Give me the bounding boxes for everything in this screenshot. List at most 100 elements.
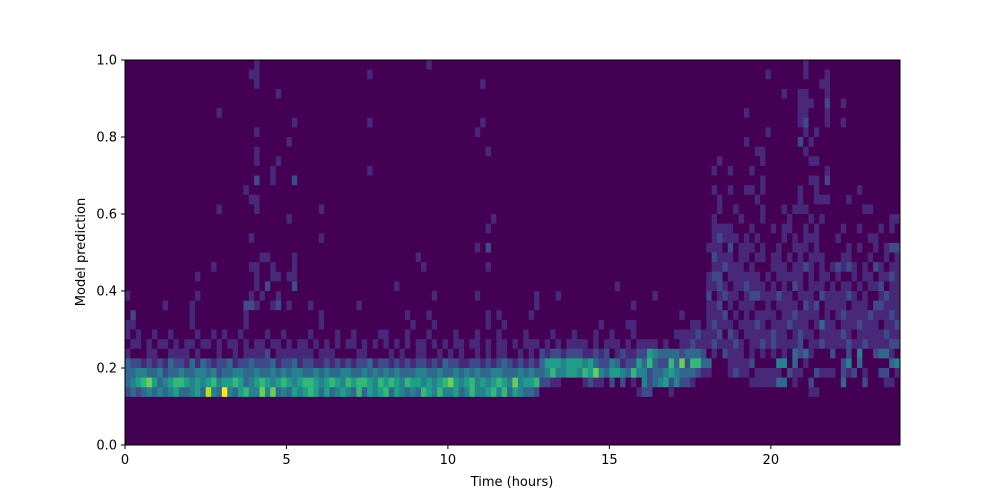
heatmap-cell <box>749 117 756 128</box>
heatmap-cell <box>490 348 497 359</box>
heatmap-cell <box>259 88 266 99</box>
heatmap-cell <box>706 60 713 71</box>
heatmap-cell <box>792 214 799 225</box>
heatmap-cell <box>749 204 756 215</box>
heatmap-cell <box>469 281 476 292</box>
heatmap-cell <box>324 165 330 176</box>
heatmap-cell <box>609 223 616 234</box>
heatmap-cell <box>318 69 325 80</box>
heatmap-cell <box>824 175 831 186</box>
heatmap-cell <box>318 204 325 215</box>
heatmap-cell <box>657 204 664 215</box>
heatmap-cell <box>141 368 147 379</box>
heatmap-cell <box>614 281 621 292</box>
heatmap-cell <box>340 137 347 148</box>
heatmap-cell <box>146 175 153 186</box>
heatmap-cell <box>227 233 234 244</box>
heatmap-cell <box>587 291 594 302</box>
heatmap-cell <box>388 262 395 273</box>
heatmap-cell <box>856 319 863 330</box>
heatmap-cell <box>496 156 503 167</box>
heatmap-cell <box>517 185 524 196</box>
heatmap-cell <box>453 117 460 128</box>
heatmap-cell <box>216 291 223 302</box>
heatmap-cell <box>313 194 320 205</box>
heatmap-cell <box>598 387 605 398</box>
heatmap-cell <box>625 223 632 234</box>
heatmap-cell <box>577 368 583 379</box>
heatmap-cell <box>351 281 357 292</box>
heatmap-cell <box>216 377 223 388</box>
heatmap-cell <box>797 108 804 119</box>
heatmap-cell <box>878 127 885 138</box>
heatmap-cell <box>830 88 836 99</box>
heatmap-cell <box>673 108 680 119</box>
heatmap-cell <box>673 348 680 359</box>
heatmap-cell <box>410 329 417 340</box>
heatmap-cell <box>286 339 293 350</box>
heatmap-cell <box>555 300 562 311</box>
heatmap-cell <box>512 98 519 109</box>
heatmap-cell <box>431 185 438 196</box>
heatmap-cell <box>496 79 503 90</box>
heatmap-cell <box>878 79 885 90</box>
heatmap-cell <box>878 185 885 196</box>
heatmap-cell <box>776 310 782 321</box>
heatmap-cell <box>593 262 600 273</box>
heatmap-cell <box>437 79 443 90</box>
heatmap-cell <box>534 262 540 273</box>
heatmap-cell <box>189 377 196 388</box>
heatmap-cell <box>254 387 260 398</box>
heatmap-cell <box>754 146 761 157</box>
heatmap-cell <box>200 185 207 196</box>
heatmap-cell <box>238 339 244 350</box>
heatmap-cell <box>770 223 777 234</box>
heatmap-cell <box>668 223 675 234</box>
heatmap-cell <box>668 368 675 379</box>
heatmap-cell <box>883 88 890 99</box>
heatmap-cell <box>345 146 352 157</box>
heatmap-cell <box>221 377 228 388</box>
heatmap-cell <box>464 98 470 109</box>
heatmap-cell <box>275 60 282 71</box>
heatmap-cell <box>657 117 664 128</box>
heatmap-cell <box>867 271 874 282</box>
heatmap-cell <box>873 271 879 282</box>
heatmap-cell <box>749 348 756 359</box>
heatmap-cell <box>173 79 180 90</box>
heatmap-cell <box>636 233 643 244</box>
heatmap-cell <box>216 358 223 369</box>
heatmap-cell <box>318 214 325 225</box>
heatmap-cell <box>851 137 858 148</box>
heatmap-cell <box>582 262 589 273</box>
heatmap-cell <box>711 271 718 282</box>
heatmap-cell <box>657 185 664 196</box>
heatmap-cell <box>388 291 395 302</box>
heatmap-cell <box>340 252 347 263</box>
heatmap-cell <box>275 271 282 282</box>
heatmap-cell <box>722 194 729 205</box>
heatmap-cell <box>856 156 863 167</box>
heatmap-cell <box>227 339 234 350</box>
heatmap-cell <box>437 291 443 302</box>
heatmap-cell <box>490 175 497 186</box>
heatmap-cell <box>544 185 551 196</box>
heatmap-cell <box>878 358 885 369</box>
heatmap-cell <box>824 377 831 388</box>
heatmap-cell <box>302 117 309 128</box>
heatmap-cell <box>313 79 320 90</box>
heatmap-cell <box>765 156 772 167</box>
heatmap-cell <box>603 339 610 350</box>
heatmap-cell <box>587 281 594 292</box>
heatmap-cell <box>770 117 777 128</box>
heatmap-cell <box>221 339 228 350</box>
heatmap-cell <box>345 175 352 186</box>
heatmap-cell <box>291 69 298 80</box>
heatmap-cell <box>211 146 217 157</box>
heatmap-cell <box>711 88 718 99</box>
heatmap-cell <box>598 310 605 321</box>
heatmap-cell <box>146 88 153 99</box>
heatmap-cell <box>173 319 180 330</box>
heatmap-cell <box>587 108 594 119</box>
heatmap-cell <box>302 98 309 109</box>
